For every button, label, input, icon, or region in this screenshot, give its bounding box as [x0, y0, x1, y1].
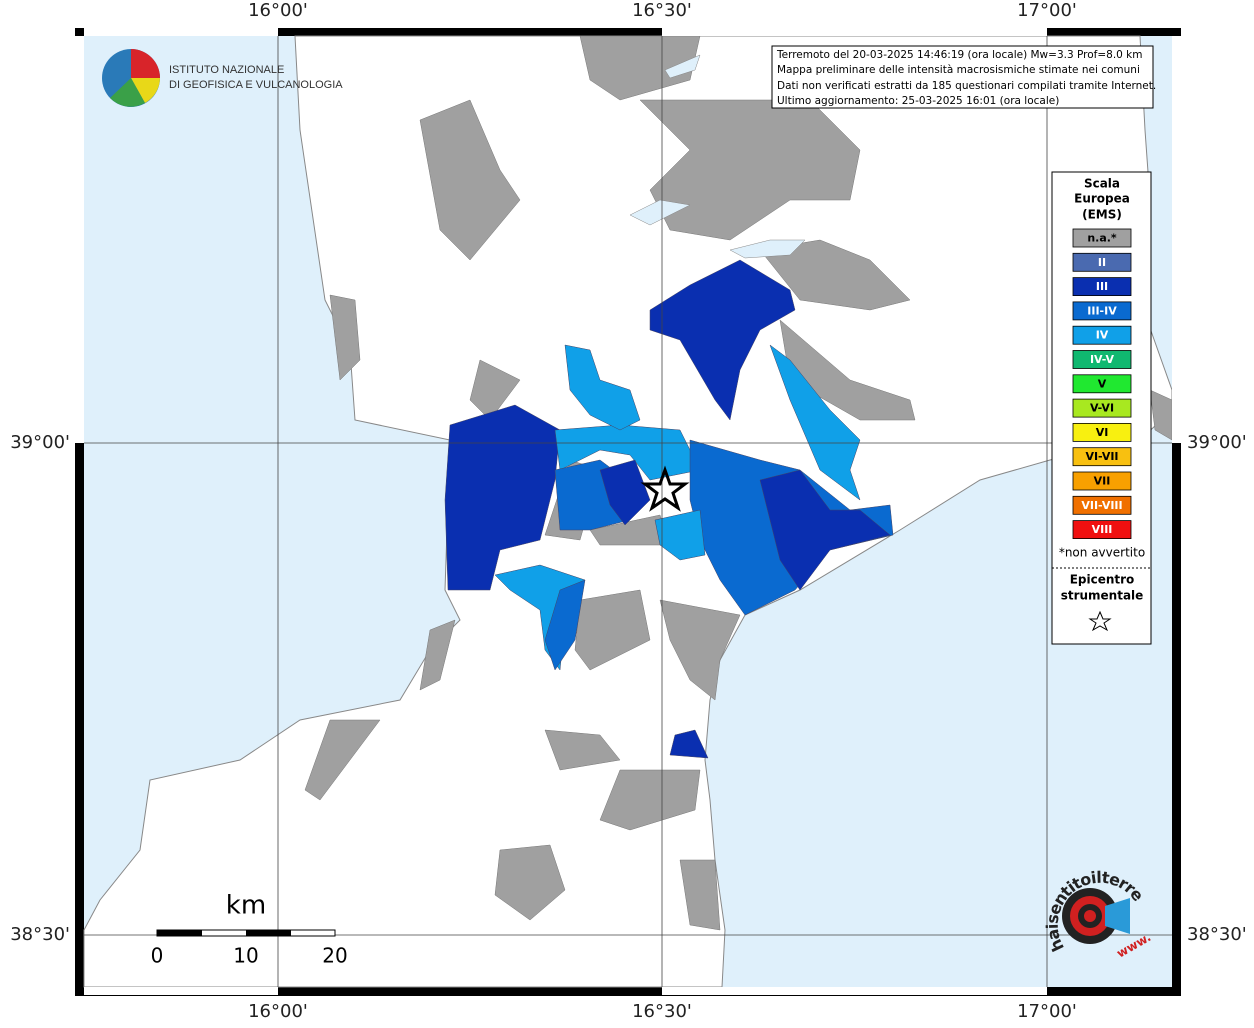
- legend-label: VII: [1094, 475, 1111, 488]
- logo-text: ISTITUTO NAZIONALE: [169, 64, 284, 76]
- lat-label: 38°30': [1187, 924, 1247, 945]
- legend-epicentre: strumentale: [1061, 589, 1144, 603]
- legend-note: *non avvertito: [1059, 546, 1145, 560]
- legend-label: III-IV: [1087, 304, 1117, 317]
- epicentre-star: [640, 465, 690, 512]
- legend-swatch: [1072, 277, 1132, 297]
- legend-swatch: [1072, 495, 1132, 515]
- info-line: Ultimo aggiornamento: 25-03-2025 16:01 (…: [777, 95, 1059, 107]
- legend-label: V: [1098, 377, 1107, 390]
- info-box: Terremoto del 20-03-2025 14:46:19 (ora l…: [771, 45, 1156, 109]
- legend-swatch: [1072, 471, 1132, 491]
- legend-label: III: [1096, 280, 1108, 293]
- lat-label: 39°00': [10, 432, 70, 453]
- legend-label: VII-VIII: [1081, 499, 1122, 512]
- legend-swatch: [1072, 398, 1132, 418]
- lon-label: 16°30': [632, 0, 692, 21]
- legend-title: Scala: [1084, 177, 1120, 191]
- legend-swatch: [1072, 252, 1132, 272]
- legend-label: II: [1098, 256, 1106, 269]
- legend-epicentre: Epicentro: [1070, 573, 1135, 587]
- legend-swatch: [1072, 374, 1132, 394]
- legend-swatch: [1072, 422, 1132, 442]
- legend-swatch: [1072, 325, 1132, 345]
- legend-swatch: [1072, 228, 1132, 248]
- scale-tick: 10: [233, 944, 258, 968]
- lon-label: 17°00': [1017, 0, 1077, 21]
- legend-label: VI-VII: [1085, 450, 1118, 463]
- unreported-areas: [304, 35, 1173, 931]
- legend-label: n.a.*: [1087, 232, 1117, 245]
- lat-label: 39°00': [1187, 432, 1247, 453]
- legend-label: IV-V: [1090, 353, 1115, 366]
- legend: Scala Europea (EMS) *non avvertito Epice…: [1051, 171, 1152, 645]
- coordinate-labels: 16°00' 16°30' 17°00' 16°00' 16°30' 17°00…: [10, 0, 1247, 1022]
- scale-bar: km 0 10 20: [151, 891, 348, 968]
- info-line: Terremoto del 20-03-2025 14:46:19 (ora l…: [776, 49, 1142, 61]
- legend-label: V-VI: [1090, 402, 1114, 415]
- legend-star: [1088, 610, 1112, 632]
- legend-swatch: [1072, 301, 1132, 321]
- frame-ticks: [75, 28, 1181, 995]
- legend-title: Europea: [1074, 192, 1130, 206]
- ingv-logo: ISTITUTO NAZIONALE DI GEOFISICA E VULCAN…: [102, 49, 343, 107]
- felt-areas: [444, 259, 894, 759]
- info-line: Dati non verificati estratti da 185 ques…: [777, 80, 1156, 92]
- legend-label: IV: [1096, 329, 1109, 342]
- lon-label: 16°00': [248, 0, 308, 21]
- lat-label: 38°30': [10, 924, 70, 945]
- lon-label: 16°30': [632, 1001, 692, 1022]
- legend-title: (EMS): [1082, 208, 1122, 222]
- scale-unit: km: [226, 891, 266, 921]
- lakes: [629, 54, 806, 259]
- lon-label: 16°00': [248, 1001, 308, 1022]
- legend-swatch: [1072, 447, 1132, 467]
- legend-swatch: [1072, 350, 1132, 369]
- lon-label: 17°00': [1017, 1001, 1077, 1022]
- logo-text: DI GEOFISICA E VULCANOLOGIA: [169, 79, 343, 91]
- legend-label: VI: [1096, 426, 1109, 439]
- legend-label: VIII: [1092, 523, 1113, 536]
- scale-tick: 20: [322, 944, 347, 968]
- legend-swatch: [1072, 520, 1132, 539]
- graticule: [84, 36, 1172, 987]
- info-line: Mappa preliminare delle intensità macros…: [777, 64, 1140, 76]
- scale-tick: 0: [151, 944, 164, 968]
